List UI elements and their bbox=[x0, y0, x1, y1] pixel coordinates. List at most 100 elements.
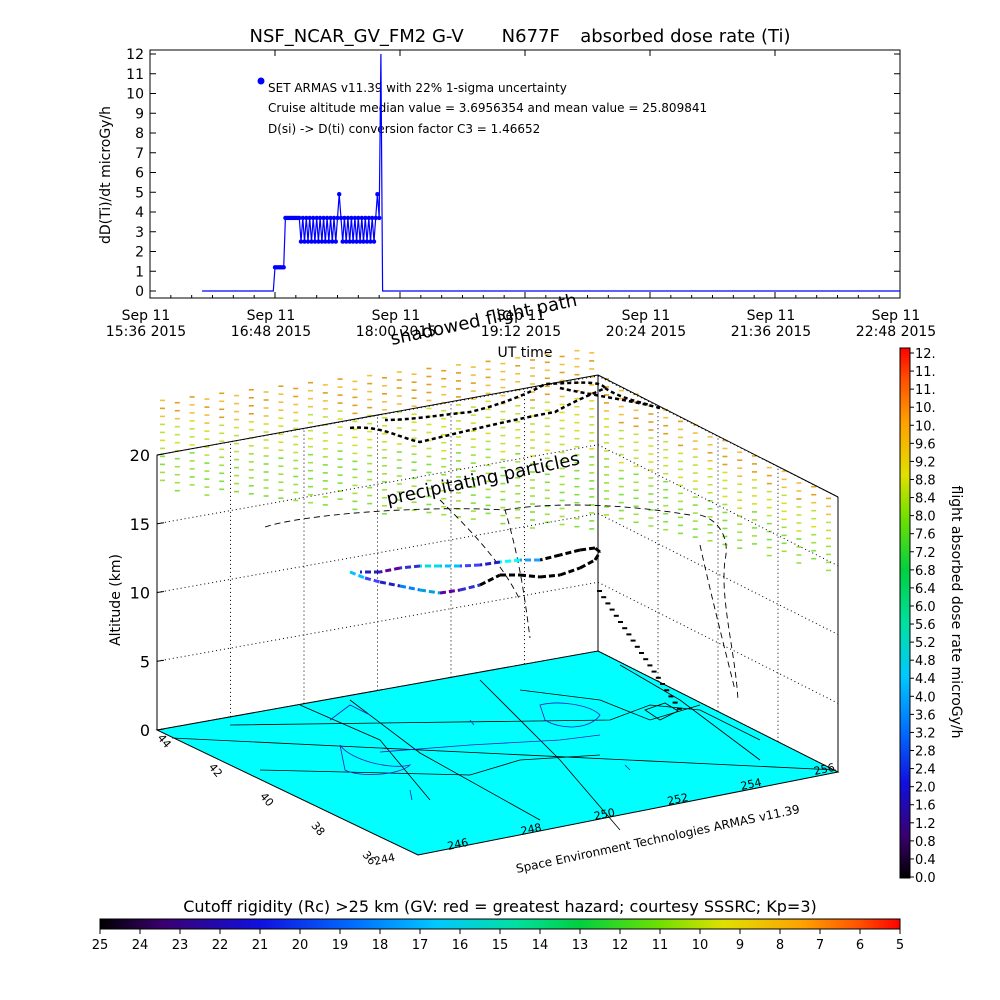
particle-dash bbox=[574, 413, 580, 416]
particle-dash bbox=[618, 437, 624, 440]
particle-dash bbox=[367, 470, 373, 473]
particle-dash bbox=[544, 497, 550, 500]
top-xtick-label-date: Sep 11 bbox=[747, 308, 796, 324]
particle-dash bbox=[633, 425, 639, 428]
particle-dash bbox=[411, 429, 417, 431]
particle-dash bbox=[722, 439, 728, 442]
particle-dash bbox=[589, 440, 595, 442]
particle-dash bbox=[559, 491, 565, 494]
particle-dash bbox=[263, 431, 269, 433]
dose-rate-point bbox=[305, 239, 311, 244]
particle-dash bbox=[589, 488, 595, 490]
particle-dash bbox=[589, 368, 595, 370]
altitude-gridline bbox=[156, 513, 599, 593]
particle-dash bbox=[382, 457, 387, 459]
particle-dash bbox=[766, 522, 772, 525]
particle-dash bbox=[574, 421, 580, 424]
dose-colorbar-tick-label: 10. bbox=[915, 419, 936, 434]
particle-dash bbox=[589, 400, 595, 402]
particle-dash bbox=[515, 509, 521, 511]
particle-dash bbox=[574, 493, 580, 496]
particle-dash bbox=[500, 362, 506, 365]
dose-colorbar-tick-label: 1.2 bbox=[915, 817, 936, 832]
particle-dash bbox=[234, 418, 239, 421]
particle-dash bbox=[426, 391, 432, 394]
particle-dash bbox=[485, 408, 491, 411]
particle-dash bbox=[234, 466, 239, 469]
particle-dash bbox=[633, 505, 639, 508]
particle-dash bbox=[752, 479, 757, 481]
particle-dash bbox=[618, 429, 624, 432]
particle-dash bbox=[441, 385, 447, 388]
particle-dash bbox=[648, 461, 654, 463]
particle-dash bbox=[248, 477, 254, 479]
particle-dash bbox=[648, 429, 654, 431]
particle-dash bbox=[589, 360, 595, 362]
particle-dash bbox=[530, 503, 535, 505]
particle-dash bbox=[766, 466, 772, 469]
particle-dash bbox=[441, 465, 447, 468]
dose-colorbar-ticks: 12. 11. 11. 10. 10. 9.6 9.2 8.8 8.4 8.0 7.6 7.2 6.8 6… bbox=[910, 347, 936, 886]
particle-dash bbox=[485, 464, 491, 467]
particle-dash bbox=[515, 429, 521, 431]
particle-dash bbox=[722, 487, 728, 490]
particle-dash bbox=[337, 482, 343, 484]
particle-dash bbox=[441, 417, 447, 420]
particle-dash bbox=[337, 394, 343, 396]
particle-dash bbox=[174, 465, 180, 468]
particle-dash bbox=[411, 453, 417, 455]
particle-dash bbox=[811, 541, 817, 544]
particle-dash bbox=[219, 464, 225, 467]
dose-colorbar-tick-label: 0.4 bbox=[915, 853, 936, 868]
particle-dash bbox=[204, 494, 210, 496]
altitude-tick-label: 15 bbox=[130, 515, 150, 534]
top-ytick-label: 8 bbox=[135, 126, 144, 142]
particle-dash bbox=[204, 470, 210, 472]
particle-dash bbox=[722, 503, 728, 506]
trajectory-segment bbox=[419, 588, 441, 595]
particle-dash bbox=[707, 516, 713, 518]
particle-dash bbox=[278, 465, 284, 467]
dose-rate-point bbox=[338, 215, 344, 221]
particle-dash bbox=[367, 398, 373, 401]
particle-dash bbox=[248, 421, 254, 423]
particle-dash bbox=[826, 569, 831, 572]
particle-dash bbox=[396, 451, 402, 453]
particle-dash bbox=[396, 379, 402, 381]
particle-dash bbox=[707, 508, 713, 510]
particle-dash bbox=[293, 451, 299, 454]
particle-dash bbox=[559, 395, 565, 398]
particle-dash bbox=[411, 381, 417, 383]
particle-dash bbox=[737, 475, 743, 477]
particle-dash bbox=[293, 475, 299, 478]
particle-dash bbox=[826, 521, 831, 524]
particle-dash bbox=[456, 460, 461, 462]
particle-dash bbox=[470, 422, 476, 424]
particle-dash bbox=[500, 378, 506, 381]
particle-dash bbox=[160, 455, 165, 458]
particle-dash bbox=[308, 445, 313, 448]
dose-colorbar-tick-label: 4.8 bbox=[915, 654, 936, 669]
particle-dash bbox=[559, 483, 565, 486]
particle-dash bbox=[618, 389, 624, 392]
particle-dash bbox=[515, 501, 521, 503]
particle-dash bbox=[234, 474, 239, 477]
particle-dash bbox=[766, 474, 772, 477]
particle-dash bbox=[663, 424, 669, 427]
particle-dash bbox=[470, 398, 476, 400]
particle-dash bbox=[263, 407, 269, 409]
particle-dash bbox=[678, 428, 683, 431]
particle-dash bbox=[515, 493, 521, 495]
particle-dash bbox=[367, 494, 373, 497]
particle-dash bbox=[530, 415, 535, 417]
dose-rate-point bbox=[357, 239, 363, 244]
dose-rate-point bbox=[370, 215, 375, 221]
particle-dash bbox=[544, 505, 550, 508]
particle-dash bbox=[485, 392, 491, 395]
particle-dash bbox=[633, 449, 639, 452]
particle-dash bbox=[648, 517, 654, 519]
particle-dash bbox=[456, 484, 461, 486]
particle-dash bbox=[278, 441, 284, 443]
particle-dash bbox=[234, 458, 239, 461]
